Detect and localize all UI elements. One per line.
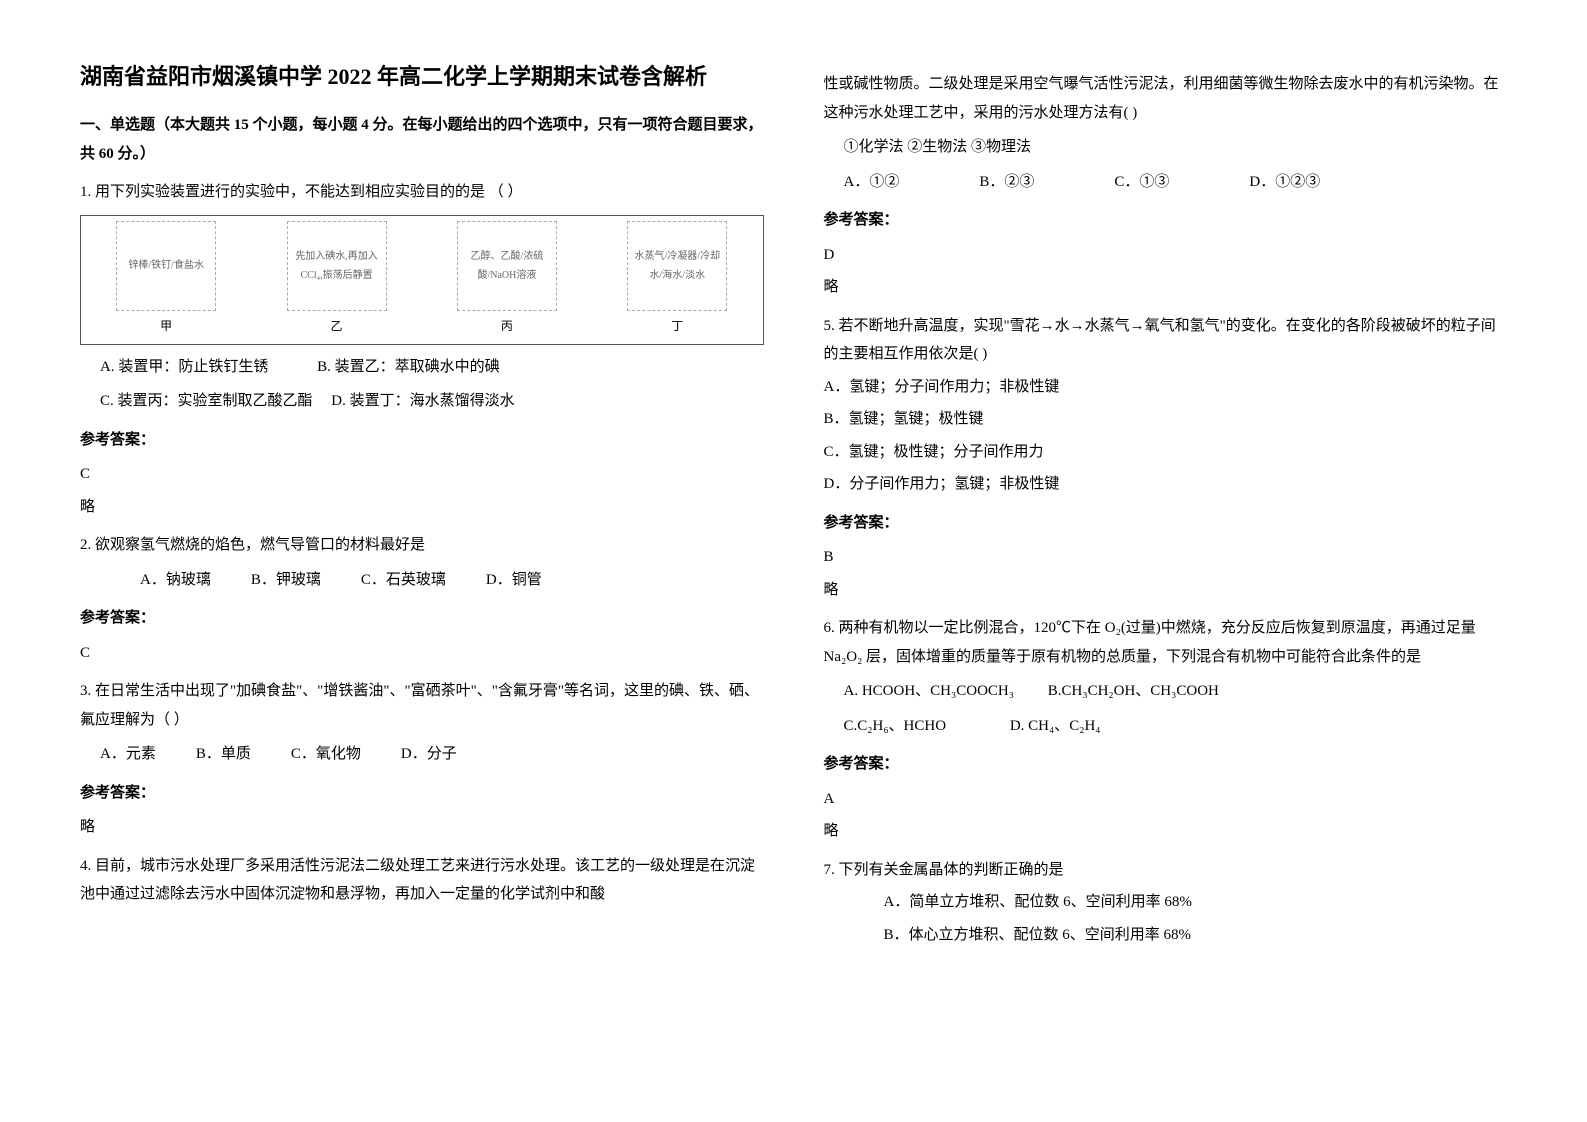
q3-option-c: C．氧化物: [291, 740, 361, 769]
question-1: 1. 用下列实验装置进行的实验中，不能达到相应实验目的的是 （ ） 锌棒/铁钉/…: [80, 178, 764, 521]
q3-option-b: B．单质: [196, 740, 251, 769]
apparatus-b: 先加入碘水,再加入CCl₄,振荡后静置: [287, 221, 387, 311]
figure-b: 先加入碘水,再加入CCl₄,振荡后静置 乙: [287, 221, 387, 338]
q1-options-row2: C. 装置丙：实验室制取乙酸乙酯 D. 装置丁：海水蒸馏得淡水: [100, 387, 764, 416]
question-6: 6. 两种有机物以一定比例混合，120℃下在 O₂(过量)中燃烧，充分反应后恢复…: [824, 614, 1508, 846]
figure-a-label: 甲: [160, 315, 172, 338]
q6-answer-label: 参考答案：: [824, 750, 1508, 779]
q6-answer: A: [824, 785, 1508, 814]
figure-b-label: 乙: [331, 315, 343, 338]
q4-note: 略: [824, 273, 1508, 302]
apparatus-d: 水蒸气/冷凝器/冷却水/海水/淡水: [627, 221, 727, 311]
q2-stem: 2. 欲观察氢气燃烧的焰色，燃气导管口的材料最好是: [80, 531, 764, 560]
question-4-part1: 4. 目前，城市污水处理厂多采用活性污泥法二级处理工艺来进行污水处理。该工艺的一…: [80, 852, 764, 909]
question-7: 7. 下列有关金属晶体的判断正确的是 A．简单立方堆积、配位数 6、空间利用率 …: [824, 856, 1508, 950]
q3-answer-label: 参考答案：: [80, 779, 764, 808]
q6-option-d: D. CH₄、C₂H₄: [1010, 718, 1101, 734]
q2-option-d: D．铜管: [486, 566, 542, 595]
apparatus-a: 锌棒/铁钉/食盐水: [116, 221, 216, 311]
figure-a: 锌棒/铁钉/食盐水 甲: [116, 221, 216, 338]
q1-answer-label: 参考答案：: [80, 426, 764, 455]
q4-answer-label: 参考答案：: [824, 206, 1508, 235]
apparatus-c: 乙醇、乙酸/浓硫酸/NaOH溶液: [457, 221, 557, 311]
q1-option-d: D. 装置丁：海水蒸馏得淡水: [331, 393, 514, 409]
q5-option-b: B．氢键；氢键；极性键: [824, 405, 1508, 434]
figure-c: 乙醇、乙酸/浓硫酸/NaOH溶液 丙: [457, 221, 557, 338]
q7-option-b: B．体心立方堆积、配位数 6、空间利用率 68%: [884, 921, 1508, 950]
q4-option-a: A．①②: [844, 168, 900, 197]
q4-option-c: C．①③: [1114, 168, 1169, 197]
q6-options-row1: A. HCOOH、CH₃COOCH₃ B.CH₃CH₂OH、CH₃COOH: [844, 677, 1508, 706]
question-5: 5. 若不断地升高温度，实现"雪花→水→水蒸气→氧气和氢气"的变化。在变化的各阶…: [824, 312, 1508, 605]
question-3: 3. 在日常生活中出现了"加碘食盐"、"增铁酱油"、"富硒茶叶"、"含氟牙膏"等…: [80, 677, 764, 842]
q2-answer: C: [80, 639, 764, 668]
q2-option-c: C．石英玻璃: [361, 566, 446, 595]
q6-stem: 6. 两种有机物以一定比例混合，120℃下在 O₂(过量)中燃烧，充分反应后恢复…: [824, 614, 1508, 671]
q5-answer: B: [824, 543, 1508, 572]
q3-answer: 略: [80, 813, 764, 842]
q7-options: A．简单立方堆积、配位数 6、空间利用率 68% B．体心立方堆积、配位数 6、…: [864, 888, 1508, 949]
q2-option-b: B．钾玻璃: [251, 566, 321, 595]
q2-answer-label: 参考答案：: [80, 604, 764, 633]
q4-option-b: B．②③: [979, 168, 1034, 197]
document-title: 湖南省益阳市烟溪镇中学 2022 年高二化学上学期期末试卷含解析: [80, 60, 764, 93]
q4-stem-part1: 4. 目前，城市污水处理厂多采用活性污泥法二级处理工艺来进行污水处理。该工艺的一…: [80, 852, 764, 909]
q3-stem: 3. 在日常生活中出现了"加碘食盐"、"增铁酱油"、"富硒茶叶"、"含氟牙膏"等…: [80, 677, 764, 734]
q4-options: A．①② B．②③ C．①③ D．①②③: [844, 168, 1508, 197]
figure-d-label: 丁: [671, 315, 683, 338]
question-2: 2. 欲观察氢气燃烧的焰色，燃气导管口的材料最好是 A．钠玻璃 B．钾玻璃 C．…: [80, 531, 764, 667]
q1-answer: C: [80, 460, 764, 489]
q5-stem: 5. 若不断地升高温度，实现"雪花→水→水蒸气→氧气和氢气"的变化。在变化的各阶…: [824, 312, 1508, 369]
q4-methods: ①化学法 ②生物法 ③物理法: [844, 133, 1508, 162]
q1-note: 略: [80, 493, 764, 522]
q3-options: A．元素 B．单质 C．氧化物 D．分子: [100, 740, 764, 769]
q7-option-a: A．简单立方堆积、配位数 6、空间利用率 68%: [884, 888, 1508, 917]
q1-figure-area: 锌棒/铁钉/食盐水 甲 先加入碘水,再加入CCl₄,振荡后静置 乙 乙醇、乙酸/…: [80, 215, 764, 345]
section-1-header: 一、单选题（本大题共 15 个小题，每小题 4 分。在每小题给出的四个选项中，只…: [80, 111, 764, 168]
q4-option-d: D．①②③: [1249, 168, 1320, 197]
q5-option-a: A．氢键；分子间作用力；非极性键: [824, 373, 1508, 402]
q1-option-b: B. 装置乙：萃取碘水中的碘: [317, 359, 500, 375]
q2-options: A．钠玻璃 B．钾玻璃 C．石英玻璃 D．铜管: [140, 566, 764, 595]
right-column: 性或碱性物质。二级处理是采用空气曝气活性污泥法，利用细菌等微生物除去废水中的有机…: [794, 60, 1538, 1062]
q1-options: A. 装置甲：防止铁钉生锈 B. 装置乙：萃取碘水中的碘: [100, 353, 764, 382]
q2-option-a: A．钠玻璃: [140, 566, 211, 595]
q1-option-a: A. 装置甲：防止铁钉生锈: [100, 359, 268, 375]
q6-option-c: C.C₂H₆、HCHO: [844, 718, 947, 734]
q3-option-d: D．分子: [401, 740, 457, 769]
q5-option-c: C．氢键；极性键；分子间作用力: [824, 438, 1508, 467]
q4-answer: D: [824, 241, 1508, 270]
q1-stem: 1. 用下列实验装置进行的实验中，不能达到相应实验目的的是 （ ）: [80, 178, 764, 207]
q1-option-c: C. 装置丙：实验室制取乙酸乙酯: [100, 393, 313, 409]
q5-options: A．氢键；分子间作用力；非极性键 B．氢键；氢键；极性键 C．氢键；极性键；分子…: [824, 373, 1508, 499]
q6-note: 略: [824, 817, 1508, 846]
q5-answer-label: 参考答案：: [824, 509, 1508, 538]
question-4-part2: 性或碱性物质。二级处理是采用空气曝气活性污泥法，利用细菌等微生物除去废水中的有机…: [824, 70, 1508, 302]
q6-option-a: A. HCOOH、CH₃COOCH₃: [844, 683, 1014, 699]
q5-note: 略: [824, 576, 1508, 605]
q6-options-row2: C.C₂H₆、HCHO D. CH₄、C₂H₄: [844, 712, 1508, 741]
q6-option-b: B.CH₃CH₂OH、CH₃COOH: [1048, 683, 1219, 699]
q5-option-d: D．分子间作用力；氢键；非极性键: [824, 470, 1508, 499]
left-column: 湖南省益阳市烟溪镇中学 2022 年高二化学上学期期末试卷含解析 一、单选题（本…: [50, 60, 794, 1062]
figure-c-label: 丙: [501, 315, 513, 338]
figure-d: 水蒸气/冷凝器/冷却水/海水/淡水 丁: [627, 221, 727, 338]
q7-stem: 7. 下列有关金属晶体的判断正确的是: [824, 856, 1508, 885]
q3-option-a: A．元素: [100, 740, 156, 769]
q4-stem-part2: 性或碱性物质。二级处理是采用空气曝气活性污泥法，利用细菌等微生物除去废水中的有机…: [824, 70, 1508, 127]
